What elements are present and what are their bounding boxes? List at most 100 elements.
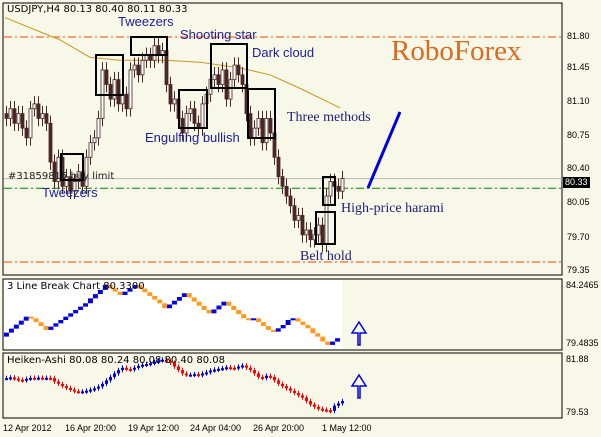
trend-line[interactable] — [366, 111, 402, 189]
time-axis-tick: 12 Apr 2012 — [3, 423, 52, 433]
heiken-ashi-bar — [49, 377, 52, 380]
line-break-brick — [97, 289, 103, 295]
bid-price-label: 80.33 — [563, 177, 590, 188]
heiken-ashi-bar — [193, 374, 196, 377]
line-break-series — [4, 280, 342, 349]
candle-body — [52, 161, 57, 182]
line-break-brick — [102, 284, 108, 290]
candle-body — [20, 113, 25, 129]
heiken-ashi-panel-frame — [2, 352, 563, 419]
heiken-ashi-bar — [329, 410, 332, 413]
pattern-box-tweezers-bottom — [60, 153, 84, 181]
heiken-ashi-bar — [37, 377, 40, 380]
line-break-up-arrow-icon — [350, 320, 368, 346]
heiken-ashi-bar — [85, 390, 88, 393]
line-break-brick — [162, 303, 168, 309]
heiken-ashi-bar — [225, 367, 228, 370]
line-break-brick — [63, 316, 69, 321]
candle-body — [152, 45, 157, 61]
line-break-brick — [73, 309, 79, 314]
candle-body — [268, 118, 273, 134]
candle-body — [32, 103, 37, 110]
line-break-title: 3 Line Break Chart 80.3300 — [7, 281, 145, 292]
price-axis-tick: 81.45 — [567, 62, 590, 72]
candle-body — [76, 171, 81, 182]
line-break-brick — [157, 299, 163, 304]
line-break-brick — [231, 305, 237, 310]
label-tweezers-top: Tweezers — [118, 14, 174, 29]
heiken-ashi-bar — [73, 389, 76, 392]
heiken-ashi-up-arrow-icon — [350, 373, 368, 399]
line-break-brick — [256, 318, 261, 323]
line-break-brick — [176, 297, 182, 301]
candle-body — [340, 178, 345, 192]
heiken-ashi-bar — [317, 406, 320, 409]
candle-body — [264, 118, 269, 144]
label-shooting-star: Shooting star — [180, 27, 257, 42]
heiken-ashi-bar — [153, 361, 156, 364]
line-break-brick — [305, 324, 311, 329]
heiken-ashi-bar — [45, 377, 48, 380]
heiken-ashi-bar — [321, 408, 324, 411]
candle-body — [180, 118, 185, 134]
line-break-brick — [23, 316, 29, 321]
line-break-brick — [300, 321, 306, 325]
price-axis-tick: 80.75 — [567, 130, 590, 140]
line-break-brick — [251, 318, 256, 321]
line-break-brick — [53, 323, 59, 327]
heiken-ashi-bar — [21, 379, 24, 382]
line-break-brick — [216, 305, 222, 310]
heiken-ashi-bar — [29, 377, 32, 380]
heiken-ashi-bar — [201, 373, 204, 376]
candle-body — [168, 84, 173, 105]
time-axis-tick: 16 Apr 20:00 — [65, 423, 117, 433]
heiken-ashi-bar — [181, 370, 184, 374]
line-break-brick — [191, 297, 197, 302]
line-break-brick — [275, 328, 281, 332]
candle-body — [280, 176, 285, 187]
candle-body — [84, 156, 89, 187]
heiken-ashi-bar — [137, 365, 140, 368]
line-break-brick — [241, 314, 247, 319]
heiken-ashi-ytick-bottom: 79.53 — [566, 407, 589, 417]
heiken-ashi-bar — [57, 381, 60, 384]
heiken-ashi-bar — [213, 369, 216, 372]
candle-body — [124, 93, 129, 110]
line-break-brick — [226, 301, 232, 306]
heiken-ashi-bar — [261, 376, 264, 379]
heiken-ashi-bar — [117, 370, 120, 374]
heiken-ashi-bar — [97, 386, 100, 389]
candle-body — [140, 59, 145, 76]
candle-body — [240, 74, 245, 85]
heiken-ashi-bar — [197, 374, 200, 377]
heiken-ashi-bar — [33, 377, 36, 380]
order-label: #31859816 buy limit — [8, 171, 115, 182]
candle-body — [308, 229, 313, 241]
line-break-ytick-top: 84.2465 — [566, 280, 599, 290]
candle-body — [256, 118, 261, 129]
line-break-brick — [206, 309, 212, 314]
line-break-brick — [211, 309, 217, 314]
label-tweezers-bottom: Tweezers — [42, 185, 98, 200]
line-break-brick — [127, 288, 133, 292]
pattern-box-dark-cloud — [210, 43, 248, 89]
heiken-ashi-bar — [81, 391, 84, 394]
heiken-ashi-bar — [145, 364, 148, 367]
candle-body — [236, 64, 241, 76]
candle-body — [64, 176, 69, 187]
line-break-brick — [122, 291, 128, 295]
candle-body — [296, 215, 301, 221]
line-break-brick — [186, 293, 192, 298]
line-break-brick — [43, 326, 49, 330]
pattern-box-belt-hold — [315, 211, 336, 245]
main-panel-frame — [2, 2, 563, 276]
heiken-ashi-bar — [53, 378, 56, 382]
label-dark-cloud: Dark cloud — [252, 45, 315, 60]
candle-body — [40, 113, 45, 119]
candle-body — [188, 108, 193, 114]
line-break-brick — [315, 333, 321, 337]
line-break-brick — [33, 318, 39, 323]
line-break-brick — [246, 318, 252, 321]
line-break-brick — [181, 293, 187, 298]
